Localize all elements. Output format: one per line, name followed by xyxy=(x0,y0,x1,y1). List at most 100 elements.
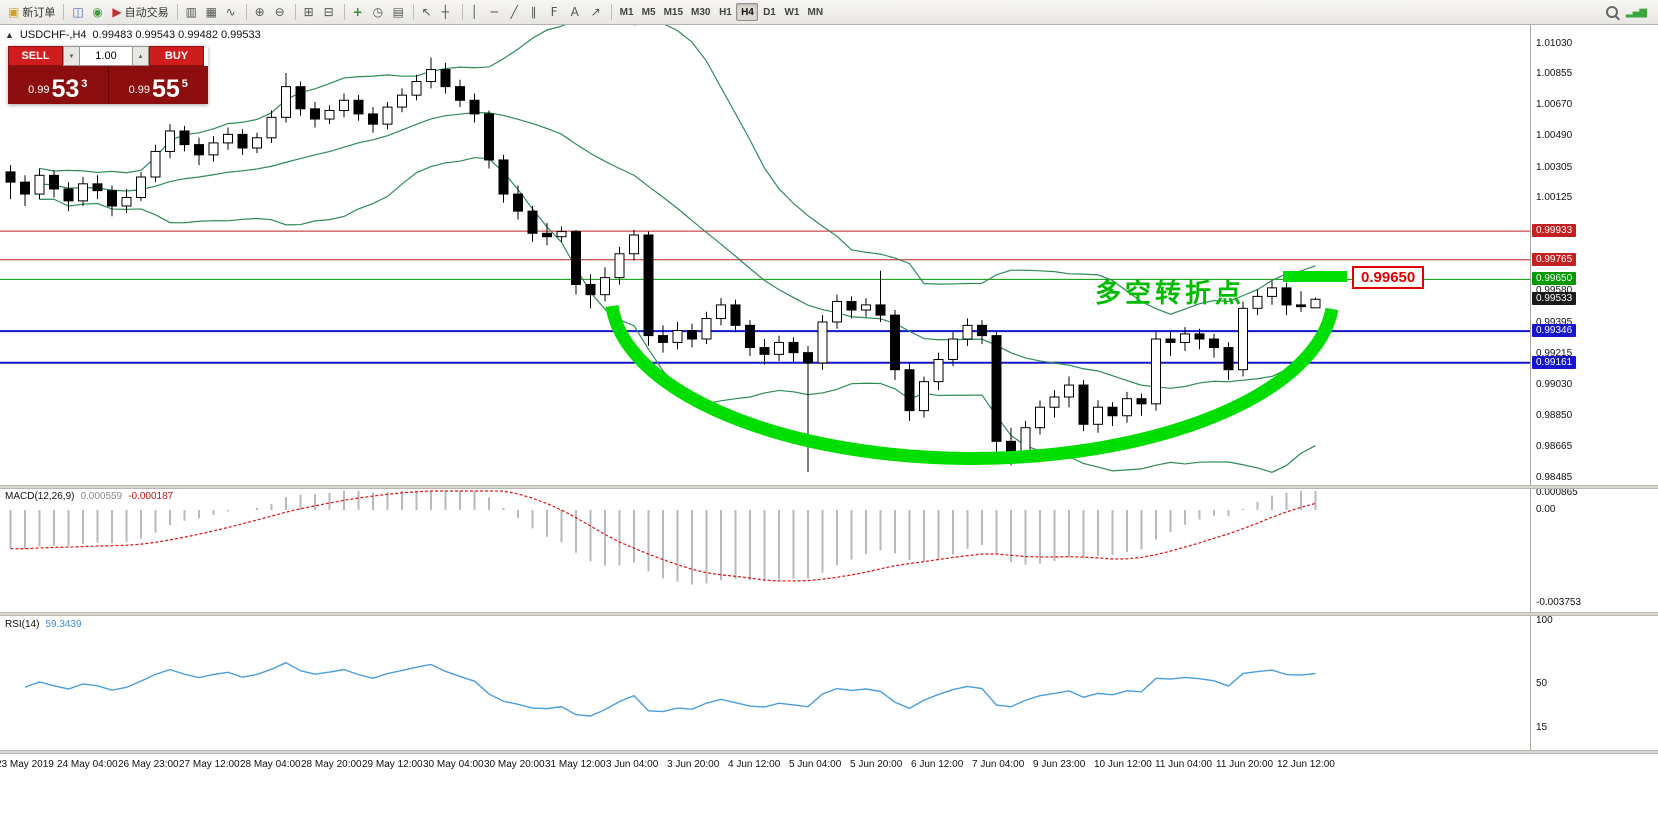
line-chart-button[interactable]: ∿ xyxy=(222,2,242,22)
main-chart-canvas[interactable] xyxy=(0,25,1658,817)
axis-label: 0.00 xyxy=(1536,504,1556,515)
axis-label: 0.99765 xyxy=(1532,252,1577,266)
crosshair-icon: ┼ xyxy=(441,5,449,19)
time-axis[interactable]: 23 May 2019 24 May 04:00 26 May 23:00 27 Ma… xyxy=(0,754,1658,776)
price-axis[interactable]: 1.01030 1.00855 1.00670 1.00490 1.00305 1.001… xyxy=(1530,25,1658,754)
toolbar-separator xyxy=(63,4,65,20)
fibonacci-button[interactable]: F xyxy=(547,2,567,22)
timeframe-m1-button[interactable]: M1 xyxy=(616,3,638,21)
timeframe-m30-button[interactable]: M30 xyxy=(687,3,714,21)
timeframe-m15-button[interactable]: M15 xyxy=(660,3,687,21)
axis-label: 1.00125 xyxy=(1536,192,1573,204)
arrows-button[interactable]: ↗ xyxy=(587,2,607,22)
search-icon[interactable] xyxy=(1605,6,1618,18)
trendline-button[interactable]: ╱ xyxy=(507,2,527,22)
window-separator[interactable] xyxy=(0,750,1658,754)
vertical-line-button[interactable]: │ xyxy=(467,2,487,22)
templates-button[interactable]: ▤ xyxy=(389,2,409,22)
axis-label: 100 xyxy=(1536,615,1553,626)
axis-label: 0.99346 xyxy=(1532,324,1577,338)
annotation-highlight-dash[interactable] xyxy=(1283,271,1347,282)
timeframe-mn-button[interactable]: MN xyxy=(803,3,827,21)
time-label: 9 Jun 23:00 xyxy=(1033,759,1086,770)
timeframe-m5-button[interactable]: M5 xyxy=(638,3,660,21)
new-order-button[interactable]: ▣ 新订单 xyxy=(4,2,59,22)
bar-chart-button[interactable]: ▥ xyxy=(182,2,202,22)
axis-label: 1.01030 xyxy=(1536,38,1573,49)
vertical-line-icon: │ xyxy=(470,5,478,19)
auto-trading-label: 自动交易 xyxy=(124,7,169,19)
turning-point-arc[interactable] xyxy=(605,305,1339,465)
sell-price-sup: 3 xyxy=(81,78,88,90)
tile-windows-button[interactable]: ⊞ xyxy=(300,2,320,22)
zoom-out-button[interactable]: ⊖ xyxy=(271,2,291,22)
auto-trading-button[interactable]: ▶ 自动交易 xyxy=(108,2,172,22)
volume-input[interactable] xyxy=(80,46,132,66)
time-label: 5 Jun 04:00 xyxy=(789,759,842,770)
timeframe-h1-button[interactable]: H1 xyxy=(714,3,736,21)
sell-price-button[interactable]: 0.99 53 3 xyxy=(8,66,108,104)
arrange-windows-icon: ⊟ xyxy=(323,5,334,19)
equidistant-channel-icon: ∥ xyxy=(530,5,537,19)
chart-title: ▲ USDCHF-,H4 0.99483 0.99543 0.99482 0.9… xyxy=(5,29,261,41)
window-separator[interactable] xyxy=(0,485,1658,489)
one-click-collapse-icon[interactable]: ▲ xyxy=(5,30,14,40)
zoom-out-icon: ⊖ xyxy=(274,5,285,19)
profiles-icon: ◉ xyxy=(92,5,103,19)
new-chart-button[interactable]: ◫ xyxy=(68,2,88,22)
axis-label: 0.99161 xyxy=(1532,355,1577,369)
new-order-icon: ▣ xyxy=(8,5,20,19)
buy-button[interactable]: BUY xyxy=(149,46,204,66)
one-click-prices: 0.99 53 3 0.99 55 5 xyxy=(8,66,208,104)
one-click-top-row: SELL ▾ ▴ BUY xyxy=(8,46,208,66)
timeframe-d1-button[interactable]: D1 xyxy=(758,3,780,21)
arrange-windows-button[interactable]: ⊟ xyxy=(320,2,340,22)
new-chart-icon: ◫ xyxy=(72,5,84,19)
annotation-text[interactable]: 多空转折点 xyxy=(1095,278,1246,308)
candlestick-chart-button[interactable]: ▦ xyxy=(202,2,222,22)
zoom-in-button[interactable]: ⊕ xyxy=(251,2,271,22)
add-indicator-button[interactable]: + xyxy=(349,2,369,22)
time-label: 30 May 04:00 xyxy=(423,759,484,770)
time-label: 5 Jun 20:00 xyxy=(850,759,903,770)
equidistant-channel-button[interactable]: ∥ xyxy=(527,2,547,22)
new-order-label: 新订单 xyxy=(22,7,56,19)
rsi-value: 59.3439 xyxy=(45,619,82,630)
periods-button[interactable]: ◷ xyxy=(369,2,389,22)
buy-price-button[interactable]: 0.99 55 5 xyxy=(107,66,209,104)
buy-price-small: 0.99 xyxy=(128,84,150,96)
profiles-button[interactable]: ◉ xyxy=(88,2,108,22)
timeframe-h4-button[interactable]: H4 xyxy=(736,3,759,21)
fibonacci-icon: F xyxy=(550,5,558,19)
axis-label: 1.00305 xyxy=(1536,161,1573,173)
axis-label: 15 xyxy=(1536,722,1548,734)
time-label: 10 Jun 12:00 xyxy=(1094,759,1152,770)
timeframe-w1-button[interactable]: W1 xyxy=(780,3,803,21)
text-label-icon: A xyxy=(570,5,579,19)
axis-label: 1.00855 xyxy=(1536,67,1573,79)
price-flag[interactable]: 0.99650 xyxy=(1352,266,1425,289)
axis-label: 0.98665 xyxy=(1536,441,1573,453)
chart-annotations[interactable] xyxy=(605,305,1339,465)
axis-label: 0.98850 xyxy=(1536,409,1573,421)
time-label: 28 May 04:00 xyxy=(240,759,301,770)
volume-decrease-button[interactable]: ▾ xyxy=(63,46,80,66)
toolbar-separator xyxy=(294,4,296,20)
time-label: 11 Jun 04:00 xyxy=(1155,759,1213,770)
text-label-button[interactable]: A xyxy=(567,2,587,22)
time-label: 29 May 12:00 xyxy=(362,759,423,770)
toolbar-separator xyxy=(610,4,612,20)
macd-name: MACD(12,26,9) xyxy=(5,491,75,502)
time-label: 3 Jun 20:00 xyxy=(667,759,720,770)
horizontal-line-button[interactable]: ─ xyxy=(487,2,507,22)
window-separator[interactable] xyxy=(0,612,1658,616)
volume-increase-button[interactable]: ▴ xyxy=(132,46,149,66)
crosshair-button[interactable]: ┼ xyxy=(438,2,458,22)
rsi-panel-label: RSI(14) 59.3439 xyxy=(5,619,82,630)
sell-button[interactable]: SELL xyxy=(8,46,63,66)
rsi-plot xyxy=(24,661,1316,717)
time-label: 6 Jun 12:00 xyxy=(911,759,964,770)
trendline-icon: ╱ xyxy=(510,5,518,19)
cursor-button[interactable]: ↖ xyxy=(418,2,438,22)
toolbar-separator xyxy=(412,4,414,20)
